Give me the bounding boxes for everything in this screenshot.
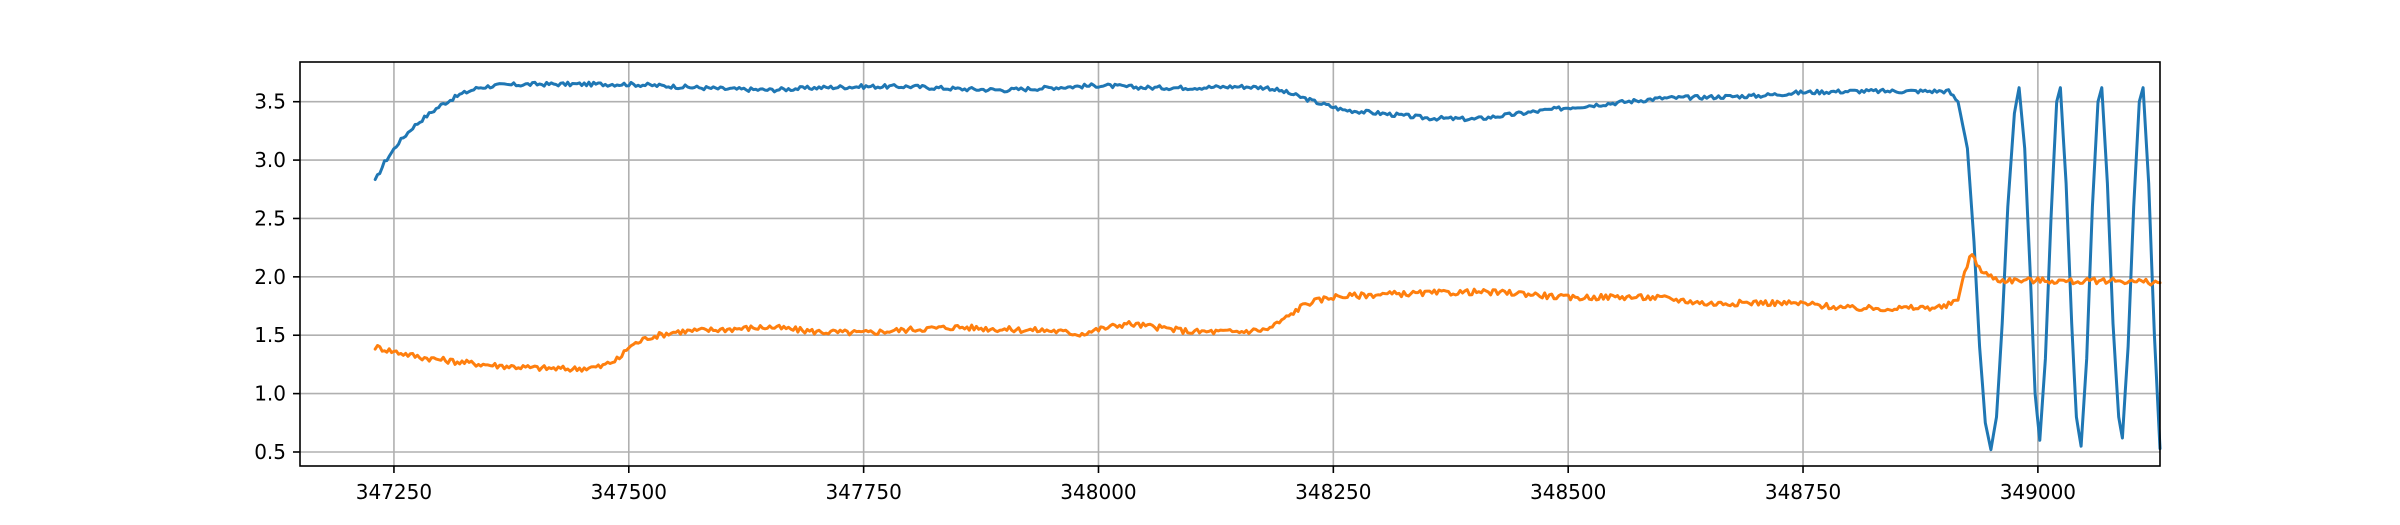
y-tick-label: 1.0 [254,382,286,406]
series-layer [373,80,2162,452]
x-tick-label: 348750 [1765,480,1841,504]
x-tick-label: 347250 [356,480,432,504]
x-tick-label: 347750 [825,480,901,504]
series-line-2 [373,253,2162,373]
axes-frame [299,61,2161,467]
x-tick-label: 348000 [1060,480,1136,504]
x-tick-label: 348500 [1530,480,1606,504]
y-tick-label: 3.0 [254,148,286,172]
ticks-layer: 347250 347500 347750 348000 348250 348500 3487… [254,90,2076,504]
y-tick-label: 1.5 [254,323,286,347]
x-tick-label: 348250 [1295,480,1371,504]
x-tick-label: 349000 [2000,480,2076,504]
x-tick-label: 347500 [591,480,667,504]
y-tick-label: 3.5 [254,90,286,114]
y-tick-label: 0.5 [254,440,286,464]
y-tick-label: 2.5 [254,206,286,230]
grid-layer [300,62,2160,466]
series-line-1 [373,80,2162,452]
y-tick-label: 2.0 [254,265,286,289]
